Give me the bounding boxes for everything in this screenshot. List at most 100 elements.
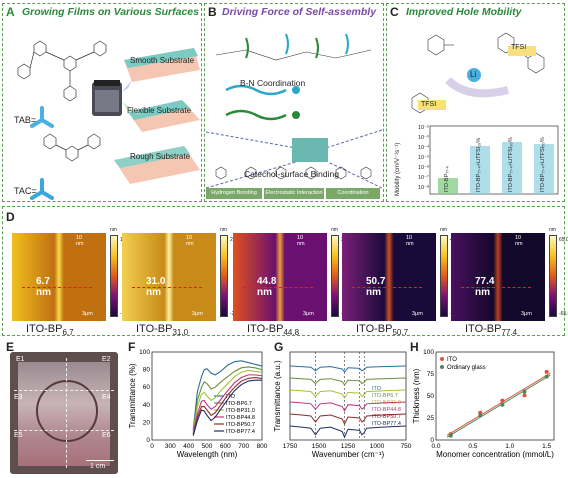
mobility-ytick-1: 10⁻³: [418, 135, 429, 141]
chart-f: 0 300 400 500 600 700 800 0 20 40 60 80 100 Wavelengt…: [128, 349, 268, 459]
chart-g-xtick: 1000: [370, 443, 385, 450]
panel-g-label: G: [274, 340, 284, 354]
chart-g-legend-label: ITO-BP44.8: [372, 407, 401, 413]
afm-caption: ITO-BP6.7: [26, 323, 74, 337]
afm-unit: nm: [549, 227, 556, 233]
afm-zoom-label: 10 nm: [406, 235, 414, 247]
rough-substrate-label: Rough Substrate: [130, 152, 191, 161]
chart-f-ytick: 80: [143, 367, 151, 374]
mobility-bar-label-2: ITO-BP₇₇.₄+LiTFSI₁₀%: [476, 137, 482, 192]
panel-d-label: D: [6, 210, 15, 224]
chart-h-ytick: 50: [427, 393, 435, 400]
panel-h-label: H: [410, 340, 419, 354]
afm-height-label: 6.7 nm: [36, 276, 51, 298]
afm-unit: nm: [331, 227, 338, 233]
panel-a-label: A: [6, 5, 15, 19]
interaction-hydrogen: Hydrogen Bonding: [206, 188, 262, 199]
afm-caption-main: ITO-BP: [136, 323, 173, 335]
chart-g: 1750 1500 1250 1000 750 Wavenumber (cm⁻¹) Tran…: [273, 351, 412, 459]
chart-g-series-line: [289, 401, 407, 413]
chart-f-frame: [151, 351, 263, 441]
chart-f-series-line: [192, 379, 262, 436]
chart-f-legend-label: ITO-BP44.8: [226, 415, 255, 421]
chart-f-xtick: 700: [238, 443, 249, 450]
chart-f-xlabel: Wavelength (nm): [177, 450, 238, 459]
catechol-label: Catechol-surface Binding: [244, 169, 339, 179]
chart-h-point: [544, 369, 549, 374]
mobility-bar-3: [502, 142, 522, 194]
chart-g-ylabel: Transmittance (a.u.): [273, 360, 282, 432]
interaction-coordination: Coordination: [326, 188, 380, 199]
chart-h-point: [522, 389, 527, 394]
chart-f-legend-label: ITO-BP50.7: [226, 422, 255, 428]
region-e1: E1: [16, 356, 25, 363]
afm-caption-main: ITO-BP: [247, 323, 284, 335]
afm-caption-main: ITO-BP: [26, 323, 63, 335]
chart-f-xtick: 300: [165, 443, 176, 450]
photo-scale-label: 1 cm: [90, 463, 106, 470]
panel-d: [2, 206, 565, 336]
region-e3: E3: [14, 394, 23, 401]
afm-caption-sub: 77.4: [501, 328, 518, 338]
panel-a-illustration: [17, 40, 200, 200]
chart-f-series-line: [192, 374, 263, 434]
afm-scale-label: 3μm: [192, 311, 203, 317]
afm-image-map: [233, 233, 327, 321]
chart-g-xtick: 750: [401, 443, 412, 450]
bn-coordination-label: B-N Coordination: [240, 78, 306, 88]
chart-f-ytick: 0: [146, 437, 150, 444]
panel-f-label: F: [128, 340, 136, 354]
afm-scale-label: 3μm: [521, 311, 532, 317]
interaction-electrostatic-text: Electrostatic Interaction: [265, 190, 323, 196]
panel-c-label: C: [390, 5, 399, 19]
mobility-ytick-5: 10⁻⁷: [418, 175, 430, 181]
interaction-electrostatic: Electrostatic Interaction: [264, 188, 324, 199]
region-e6: E6: [102, 432, 111, 439]
tac-symbol: [30, 178, 54, 200]
chart-f-xtick: 800: [257, 443, 268, 450]
afm-caption-sub: 44.8: [283, 328, 300, 338]
chart-f-series-line: [192, 360, 263, 430]
mobility-bar-label-1: ITO-BP₇₇.₄: [444, 166, 450, 192]
sample-photo: [10, 352, 118, 474]
afm-scale-label: 3μm: [303, 311, 314, 317]
region-e5: E5: [14, 432, 23, 439]
mobility-ytick-4: 10⁻⁶: [418, 165, 430, 171]
chart-h-ytick: 100: [423, 349, 434, 356]
interaction-coordination-text: Coordination: [337, 190, 369, 196]
chart-f-xtick: 500: [202, 443, 213, 450]
chart-f-ytick: 60: [143, 384, 151, 391]
chart-h-ylabel: Thickness (nm): [412, 368, 421, 423]
chart-h-fit-line: [446, 372, 551, 436]
afm-caption: ITO-BP77.4: [465, 323, 517, 337]
chart-g-series-line: [289, 425, 407, 439]
mobility-bar-label-3: ITO-BP₇₇.₄+LiTFSI₃₀%: [508, 137, 514, 192]
panel-b-illustration: [206, 33, 382, 189]
panel-c-title: Improved Hole Mobility: [406, 6, 522, 18]
chart-h-ytick: 25: [427, 415, 435, 422]
afm-caption-main: ITO-BP: [465, 323, 502, 335]
chart-f-series-line: [192, 369, 263, 434]
afm-colorbar: [331, 235, 339, 317]
boronate-strands: [245, 33, 349, 59]
chart-f-series-line: [192, 366, 263, 432]
chart-g-legend-label: ITO-BP6.7: [372, 393, 398, 399]
afm-scale-label: 3μm: [82, 311, 93, 317]
afm-height-label: 77.4 nm: [475, 276, 495, 298]
chart-h-ytick: 0: [430, 437, 434, 444]
chart-h-legend-swatch: [440, 357, 444, 361]
chart-h-point: [522, 393, 527, 398]
panel-c: [386, 3, 565, 202]
panel-b: [204, 3, 384, 202]
smooth-substrate-label: Smooth Substrate: [130, 56, 195, 65]
afm-height-label: 31.0 nm: [146, 276, 166, 298]
afm-caption: ITO-BP44.8: [247, 323, 299, 337]
chart-h-point: [478, 413, 483, 418]
mobility-ytick-0: 10⁻²: [418, 125, 429, 131]
chart-h-fit-line: [446, 374, 551, 438]
chart-f-legend-label: ITO-BP6.7: [226, 401, 252, 407]
afm-profile-line: [22, 287, 92, 288]
chart-h-point: [448, 433, 453, 438]
tab-label: TAB=: [14, 115, 37, 125]
afm-profile-line: [461, 287, 531, 288]
